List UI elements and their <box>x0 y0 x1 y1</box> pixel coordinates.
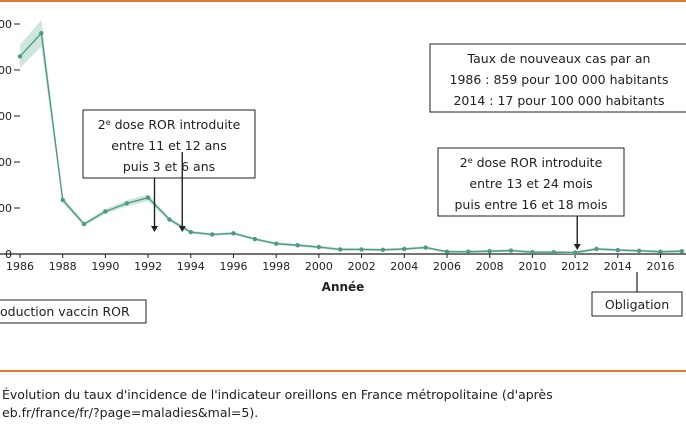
arrow-head <box>178 226 186 232</box>
annotation-1992: 2e dose ROR introduite entre 11 et 12 an… <box>82 109 256 232</box>
data-point <box>359 247 364 252</box>
x-tick-label: 2000 <box>305 260 333 273</box>
y-tick-label: 00 <box>0 64 12 77</box>
annotation-2012-arrows <box>573 216 581 250</box>
data-point <box>679 249 685 254</box>
data-point <box>636 248 642 253</box>
x-tick-label: 1990 <box>91 260 119 273</box>
data-point <box>316 244 322 250</box>
series-line <box>19 31 682 254</box>
x-tick-labels: 1986 1988 1990 1992 1994 1996 1998 2000 2002 2004… <box>6 260 675 273</box>
data-point <box>295 243 300 248</box>
obligation-label: Obligation <box>591 272 683 317</box>
data-point <box>103 209 108 214</box>
caption-line-2: eb.fr/france/fr/?page=maladies&mal=5). <box>2 405 259 420</box>
annotation-2012: 2e dose ROR introduite entre 13 et 24 mo… <box>437 147 625 250</box>
data-point <box>423 245 428 250</box>
x-tick-label: 2006 <box>433 260 461 273</box>
annotation-1992-line-3: puis 3 et 6 ans <box>123 159 215 174</box>
annotation-1992-line-1: 2e dose ROR introduite <box>98 117 241 132</box>
y-tick-label: 000 <box>0 18 12 31</box>
x-tick-label: 1992 <box>134 260 162 273</box>
top-rule <box>0 0 686 2</box>
y-tick-labels: 000000000000 <box>0 18 12 261</box>
x-tick-label: 2008 <box>476 260 504 273</box>
data-point <box>60 197 65 203</box>
y-tick-label: 00 <box>0 202 12 215</box>
annotation-2012-line-3: puis entre 16 et 18 mois <box>455 197 608 212</box>
obligation-label-text: Obligation <box>605 297 669 312</box>
y-tick-label: 00 <box>0 110 12 123</box>
x-tick-label: 2016 <box>647 260 675 273</box>
data-point <box>658 249 663 254</box>
x-tick-label: 2004 <box>390 260 418 273</box>
figure-caption: Évolution du taux d'incidence de l'indic… <box>2 386 686 422</box>
data-point <box>39 31 44 36</box>
x-tick-label: 2014 <box>604 260 632 273</box>
data-point <box>402 246 407 252</box>
data-point <box>530 249 535 255</box>
data-point <box>551 249 556 255</box>
data-point <box>231 231 236 236</box>
bottom-rule <box>0 370 686 372</box>
x-tick-label: 1988 <box>49 260 77 273</box>
y-tick-label: 00 <box>0 156 12 169</box>
intro-label: oduction vaccin ROR <box>0 299 147 324</box>
data-point <box>487 249 492 254</box>
data-point <box>594 246 599 252</box>
data-point <box>81 221 87 227</box>
x-tick-label: 2012 <box>561 260 589 273</box>
x-tick-label: 1994 <box>177 260 205 273</box>
x-tick-label: 1998 <box>262 260 290 273</box>
y-tick-label: 0 <box>5 248 12 261</box>
data-point <box>380 247 386 253</box>
rate-box: Taux de nouveaux cas par an 1986 : 859 p… <box>429 43 686 113</box>
annotation-2012-line-1: 2e dose ROR introduite <box>460 155 603 170</box>
data-point <box>508 248 514 253</box>
rate-line-2: 1986 : 859 pour 100 000 habitants <box>450 72 669 87</box>
series-line-layer <box>19 31 682 254</box>
arrow-head <box>151 226 159 232</box>
rate-line-1: Taux de nouveaux cas par an <box>467 51 651 66</box>
incidence-chart: 1986 1988 1990 1992 1994 1996 1998 2000 2002 2004… <box>0 18 686 324</box>
data-point <box>274 241 279 246</box>
x-axis-title: Année <box>322 280 365 294</box>
x-tick-label: 2002 <box>348 260 376 273</box>
annotation-2012-line-2: entre 13 et 24 mois <box>469 176 592 191</box>
data-point <box>17 54 23 59</box>
data-point <box>167 217 172 222</box>
x-tick-label: 2010 <box>518 260 546 273</box>
data-point <box>615 247 620 253</box>
x-tick-label: 1996 <box>220 260 248 273</box>
rate-line-3: 2014 : 17 pour 100 000 habitants <box>453 93 664 108</box>
data-point <box>188 229 193 235</box>
data-point <box>145 195 151 200</box>
annotation-1992-arrows <box>151 152 186 232</box>
data-point <box>209 232 215 237</box>
data-point <box>466 249 471 254</box>
series-points <box>17 31 685 255</box>
chart-axes <box>0 23 686 258</box>
data-point <box>572 250 578 255</box>
annotation-1992-line-2: entre 11 et 12 ans <box>111 138 226 153</box>
data-point <box>338 247 343 252</box>
caption-line-1: Évolution du taux d'incidence de l'indic… <box>2 387 553 402</box>
data-point <box>252 236 258 242</box>
data-point <box>444 249 450 254</box>
data-point <box>124 201 129 206</box>
intro-label-text: oduction vaccin ROR <box>0 304 130 319</box>
arrow-head <box>573 244 581 250</box>
x-tick-label: 1986 <box>6 260 34 273</box>
